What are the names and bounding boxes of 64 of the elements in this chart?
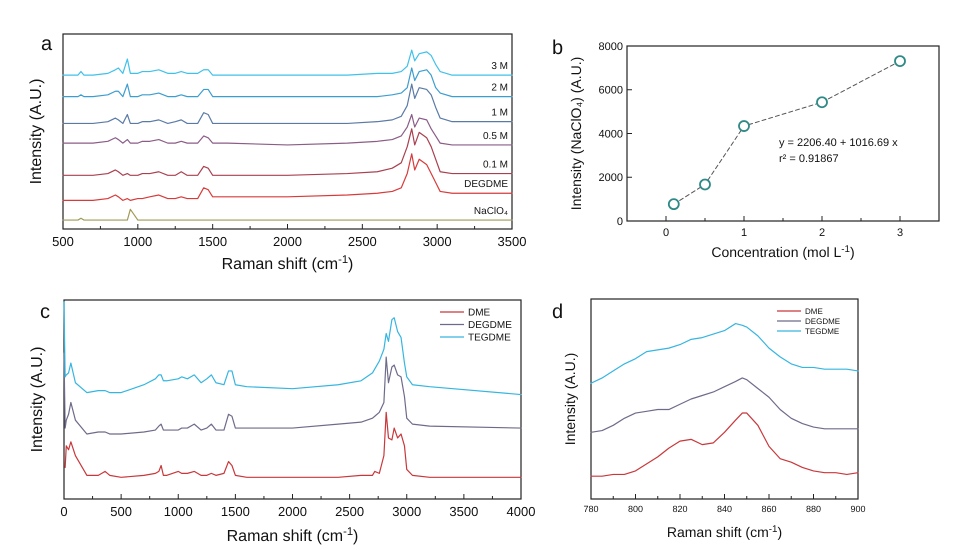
y-axis-title: Intensity (A.U.) [29,346,46,452]
y-tick-label: 0 [616,216,623,228]
point [668,198,680,210]
annotation: y = 2206.40 + 1016.69 x [779,137,898,149]
legend-label: DEGDME [805,316,840,326]
x-tick-label: 1500 [198,234,228,249]
x-tick-label: 1000 [123,234,152,249]
y-tick-label: 6000 [598,84,623,97]
point [738,120,750,132]
x-axis-title: Raman shift (cm$^{-1}$) [226,526,358,545]
x-tick-label: 1000 [164,504,193,519]
x-tick-label: 2000 [273,234,302,249]
legend-label: DEGDME [468,320,512,331]
x-tick-label: 0 [662,227,670,239]
series-label: 0.1 M [482,160,508,171]
y-axis-title: Intensity (A.U.) [28,78,45,184]
legend-label: DME [468,308,491,318]
x-tick-label: 800 [628,504,644,514]
series-label: NaClO₄ [474,206,508,218]
series-label: 2 M [491,82,508,94]
x-tick-label: 840 [716,504,732,514]
y-tick-label: 4000 [598,128,623,140]
chart-title: c [40,301,50,323]
x-tick-label: 2 [818,227,826,239]
x-axis-title: Raman shift (cm$^{-1}$) [666,524,782,540]
x-tick-label: 1 [740,227,748,239]
legend-label: TEGDME [805,326,840,336]
x-tick-label: 900 [850,504,866,514]
x-tick-label: 3000 [422,234,452,249]
x-tick-label: 0 [60,504,68,519]
annotation: r² = 0.91867 [779,153,839,165]
x-tick-label: 3500 [498,234,526,249]
x-tick-label: 860 [761,504,777,514]
x-tick-label: 2000 [278,504,307,519]
y-axis-title: Intensity (A.U.) [562,352,578,446]
x-tick-label: 2500 [335,504,364,519]
x-tick-label: 3000 [392,504,422,519]
legend-label: TEGDME [468,332,512,344]
point [699,178,711,190]
x-tick-label: 1500 [220,504,250,519]
x-tick-label: 2500 [348,234,377,249]
y-tick-label: 8000 [598,40,623,53]
x-axis-title: Raman shift (cm$^{-1}$) [222,254,354,273]
series-label: 1 M [491,108,508,119]
chart-title: a [41,33,53,55]
x-tick-label: 3500 [449,504,478,519]
chart-title: d [552,301,564,323]
point [816,96,828,108]
x-axis-title: Concentration (mol L$^{-1}$) [711,244,855,260]
x-tick-label: 500 [110,504,132,519]
series-label: 3 M [491,61,508,72]
series-label: DEGDME [464,179,508,190]
x-tick-label: 880 [806,504,822,514]
series-label: 0.5 M [482,130,508,142]
x-tick-label: 4000 [506,504,536,519]
legend-label: DME [805,306,823,316]
x-tick-label: 3 [896,227,904,239]
x-tick-label: 780 [583,504,599,514]
chart-title: b [552,37,564,59]
point [894,55,906,67]
y-axis-title: Intensity (NaClO₄) (A.U.) [568,56,584,210]
y-tick-label: 2000 [598,172,623,184]
x-tick-label: 500 [52,234,74,249]
x-tick-label: 820 [672,504,688,514]
